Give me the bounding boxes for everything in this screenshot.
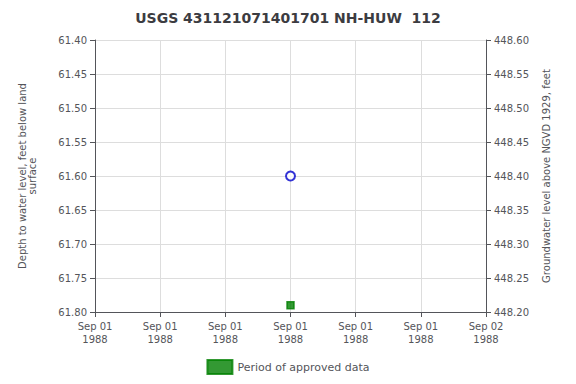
svg-text:448.40: 448.40 — [494, 171, 529, 182]
svg-text:Sep 01: Sep 01 — [403, 321, 438, 332]
svg-text:USGS 431121071401701 NH-HUW 1: USGS 431121071401701 NH-HUW 112 — [135, 10, 441, 26]
svg-text:61.45: 61.45 — [58, 69, 87, 80]
svg-text:surface: surface — [27, 158, 38, 195]
svg-text:61.80: 61.80 — [58, 307, 87, 318]
svg-text:61.40: 61.40 — [58, 35, 87, 46]
svg-text:448.35: 448.35 — [494, 205, 529, 216]
svg-text:448.30: 448.30 — [494, 239, 529, 250]
svg-text:Sep 01: Sep 01 — [208, 321, 243, 332]
svg-text:448.20: 448.20 — [494, 307, 529, 318]
svg-text:Sep 01: Sep 01 — [338, 321, 373, 332]
svg-text:448.25: 448.25 — [494, 273, 529, 284]
svg-text:61.65: 61.65 — [58, 205, 87, 216]
svg-text:1988: 1988 — [213, 334, 238, 345]
svg-text:61.70: 61.70 — [58, 239, 87, 250]
svg-text:61.50: 61.50 — [58, 103, 87, 114]
svg-text:448.55: 448.55 — [494, 69, 529, 80]
svg-text:Sep 01: Sep 01 — [143, 321, 178, 332]
svg-text:1988: 1988 — [343, 334, 368, 345]
svg-text:448.60: 448.60 — [494, 35, 529, 46]
svg-text:61.55: 61.55 — [58, 137, 87, 148]
svg-text:1988: 1988 — [147, 334, 172, 345]
svg-text:448.50: 448.50 — [494, 103, 529, 114]
svg-text:Sep 01: Sep 01 — [78, 321, 113, 332]
svg-text:Groundwater level above NGVD 1: Groundwater level above NGVD 1929, feet — [541, 69, 552, 283]
svg-text:Depth to water level, feet bel: Depth to water level, feet below land — [16, 83, 28, 269]
svg-text:61.75: 61.75 — [58, 273, 87, 284]
svg-text:1988: 1988 — [408, 334, 433, 345]
svg-text:1988: 1988 — [473, 334, 498, 345]
svg-text:448.45: 448.45 — [494, 137, 529, 148]
svg-text:1988: 1988 — [278, 334, 303, 345]
svg-text:61.60: 61.60 — [58, 171, 87, 182]
svg-text:Period of approved data: Period of approved data — [237, 361, 369, 374]
svg-text:Sep 01: Sep 01 — [273, 321, 308, 332]
svg-text:1988: 1988 — [82, 334, 107, 345]
svg-text:Sep 02: Sep 02 — [469, 321, 504, 332]
